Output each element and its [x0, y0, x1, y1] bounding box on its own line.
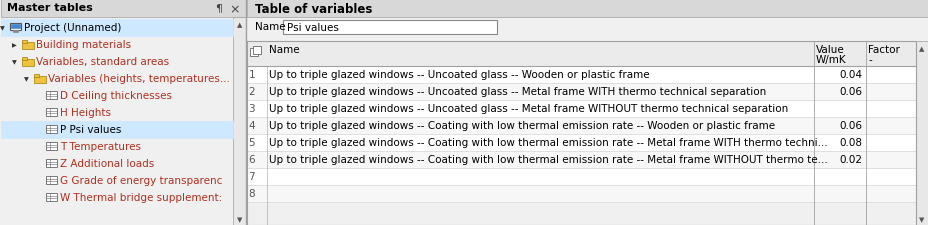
Text: Factor: Factor — [867, 45, 899, 55]
Bar — [246, 67, 915, 84]
Text: P Psi values: P Psi values — [59, 124, 121, 134]
Bar — [232, 18, 245, 225]
Text: ▲: ▲ — [237, 22, 242, 28]
Bar — [13, 31, 18, 33]
Text: H Heights: H Heights — [59, 108, 110, 117]
Bar — [246, 117, 915, 134]
Text: Psi values: Psi values — [286, 23, 338, 33]
Bar — [246, 185, 915, 202]
Bar — [45, 126, 57, 133]
Text: Up to triple glazed windows -- Coating with low thermal emission rate -- Wooden : Up to triple glazed windows -- Coating w… — [268, 120, 774, 130]
Bar — [252, 47, 261, 55]
Bar — [246, 101, 915, 117]
Bar — [282, 21, 496, 35]
Text: Master tables: Master tables — [6, 3, 93, 13]
Text: 4: 4 — [249, 120, 255, 130]
Text: Up to triple glazed windows -- Uncoated glass -- Metal frame WITH thermo technic: Up to triple glazed windows -- Uncoated … — [268, 87, 765, 97]
Bar — [246, 0, 928, 225]
Text: Value: Value — [815, 45, 844, 55]
Text: ▼: ▼ — [0, 26, 6, 31]
Bar — [45, 92, 57, 99]
Bar — [915, 42, 928, 225]
Text: D Ceiling thicknesses: D Ceiling thicknesses — [59, 91, 172, 101]
Bar — [21, 41, 27, 44]
Bar — [45, 159, 57, 167]
Text: Name: Name — [268, 45, 299, 55]
Bar — [45, 193, 57, 201]
Bar — [246, 84, 915, 101]
Bar — [246, 42, 915, 67]
Text: Up to triple glazed windows -- Uncoated glass -- Metal frame WITHOUT thermo tech: Up to triple glazed windows -- Uncoated … — [268, 104, 787, 113]
Bar — [250, 49, 257, 57]
Bar — [1, 0, 245, 18]
Text: W/mK: W/mK — [815, 55, 845, 65]
Text: ▼: ▼ — [12, 60, 18, 65]
Bar — [1, 0, 245, 225]
Bar — [21, 58, 27, 61]
Bar — [246, 42, 915, 225]
Text: 0.02: 0.02 — [838, 154, 861, 164]
Text: 0.08: 0.08 — [838, 137, 861, 147]
Text: ▼: ▼ — [24, 77, 29, 82]
Text: ¶: ¶ — [215, 3, 223, 13]
Bar — [45, 176, 57, 184]
Text: 8: 8 — [249, 188, 255, 198]
Bar — [33, 75, 39, 78]
Text: Project (Unnamed): Project (Unnamed) — [24, 23, 121, 33]
Bar — [10, 24, 20, 31]
Text: 0.04: 0.04 — [838, 70, 861, 80]
Text: ▶: ▶ — [12, 43, 18, 48]
Text: ▼: ▼ — [237, 216, 242, 222]
Text: Table of variables: Table of variables — [254, 3, 371, 16]
Bar — [33, 77, 45, 84]
Text: Variables, standard areas: Variables, standard areas — [36, 57, 169, 67]
Text: 7: 7 — [249, 171, 255, 181]
Bar — [246, 168, 915, 185]
Bar — [21, 43, 33, 50]
Bar — [1, 20, 232, 37]
Bar — [1, 122, 232, 138]
Bar — [246, 0, 928, 18]
Text: Building materials: Building materials — [36, 40, 131, 50]
Bar — [11, 25, 19, 29]
Bar — [45, 108, 57, 117]
Text: ×: × — [229, 3, 239, 16]
Text: T Temperatures: T Temperatures — [59, 141, 141, 151]
Bar — [246, 151, 915, 168]
Text: Up to triple glazed windows -- Coating with low thermal emission rate -- Metal f: Up to triple glazed windows -- Coating w… — [268, 154, 827, 164]
Text: Z Additional loads: Z Additional loads — [59, 158, 154, 168]
Bar — [45, 142, 57, 150]
Text: Up to triple glazed windows -- Uncoated glass -- Wooden or plastic frame: Up to triple glazed windows -- Uncoated … — [268, 70, 649, 80]
Bar — [246, 134, 915, 151]
Text: 1: 1 — [249, 70, 255, 80]
Text: W Thermal bridge supplement:: W Thermal bridge supplement: — [59, 192, 222, 202]
Text: 2: 2 — [249, 87, 255, 97]
Text: G Grade of energy transparenc: G Grade of energy transparenc — [59, 175, 222, 185]
Text: Variables (heights, temperatures...: Variables (heights, temperatures... — [47, 74, 229, 84]
Text: 6: 6 — [249, 154, 255, 164]
Text: 0.06: 0.06 — [838, 120, 861, 130]
Text: 0.06: 0.06 — [838, 87, 861, 97]
Text: ▲: ▲ — [919, 46, 923, 52]
Text: 5: 5 — [249, 137, 255, 147]
Text: ▼: ▼ — [919, 216, 923, 222]
Text: Name: Name — [254, 22, 285, 32]
Text: Up to triple glazed windows -- Coating with low thermal emission rate -- Metal f: Up to triple glazed windows -- Coating w… — [268, 137, 827, 147]
Bar — [21, 60, 33, 67]
Text: -: - — [867, 55, 870, 65]
Text: 3: 3 — [249, 104, 255, 113]
